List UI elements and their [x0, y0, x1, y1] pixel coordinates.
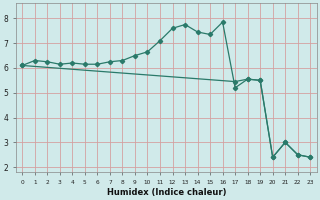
X-axis label: Humidex (Indice chaleur): Humidex (Indice chaleur) [107, 188, 226, 197]
